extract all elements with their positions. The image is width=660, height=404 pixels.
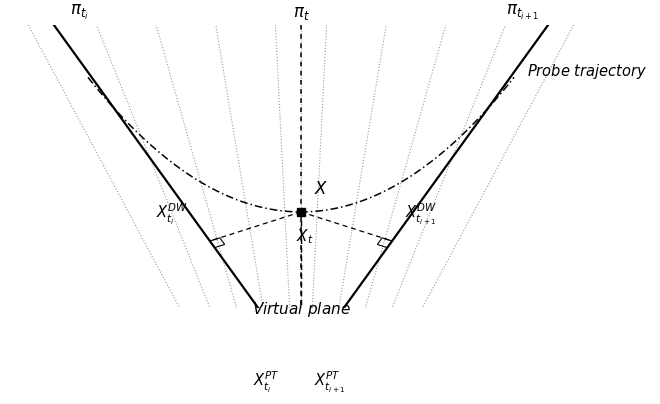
Text: $X_t$: $X_t$	[296, 228, 314, 246]
Text: $X^{DW}_{t_i}$: $X^{DW}_{t_i}$	[156, 202, 189, 227]
Text: $\pi_t$: $\pi_t$	[292, 5, 310, 22]
Text: $X^{PT}_{t_{i+1}}$: $X^{PT}_{t_{i+1}}$	[314, 370, 345, 395]
Text: $X^{PT}_{t_i}$: $X^{PT}_{t_i}$	[253, 370, 280, 395]
Text: $\pi_{t_i}$: $\pi_{t_i}$	[70, 3, 89, 22]
Text: $\it{Virtual\ plane}$: $\it{Virtual\ plane}$	[251, 300, 350, 319]
Text: $X^{DW}_{t_{i+1}}$: $X^{DW}_{t_{i+1}}$	[405, 202, 437, 227]
Text: $\it{Probe\ trajectory}$: $\it{Probe\ trajectory}$	[527, 62, 647, 81]
Text: $\pi_{t_{i+1}}$: $\pi_{t_{i+1}}$	[506, 3, 539, 22]
Text: $X$: $X$	[314, 181, 328, 198]
